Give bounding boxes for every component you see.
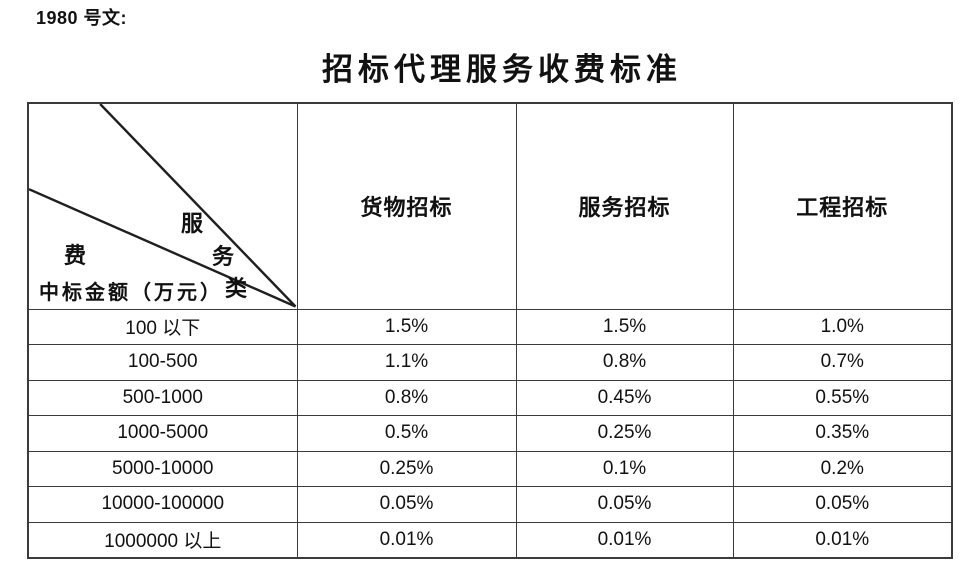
diagonal-header-cell: 服 务 类 型 费 率 中标金额（万元） <box>27 102 298 310</box>
rate-value: 0.01% <box>296 521 517 558</box>
table-row: 5000-10000 0.25% 0.1% 0.2% <box>27 450 953 487</box>
rate-value: 0.8% <box>515 344 734 381</box>
row-label: 5000-10000 <box>27 450 298 487</box>
row-label: 1000-5000 <box>27 415 298 452</box>
column-header-goods: 货物招标 <box>296 102 517 310</box>
rate-value: 0.05% <box>515 486 734 523</box>
rate-value: 0.2% <box>732 450 953 487</box>
table-row: 500-1000 0.8% 0.45% 0.55% <box>27 379 953 416</box>
rate-value: 0.01% <box>732 521 953 558</box>
diagonal-label-bid-amount: 中标金额（万元） <box>39 282 223 304</box>
row-label: 1000000 以上 <box>27 521 298 558</box>
table-row: 1000000 以上 0.01% 0.01% 0.01% <box>27 521 953 558</box>
table-row: 1000-5000 0.5% 0.25% 0.35% <box>27 415 953 452</box>
column-header-service: 服务招标 <box>515 102 734 310</box>
rate-value: 0.05% <box>732 486 953 523</box>
rate-value: 0.25% <box>515 415 734 452</box>
rate-value: 0.5% <box>296 415 517 452</box>
diagonal-label-service-type-char: 类 <box>224 276 247 301</box>
diagonal-divider-lines <box>29 104 296 308</box>
rate-value: 0.05% <box>296 486 517 523</box>
column-header-engineering: 工程招标 <box>732 102 953 310</box>
page-title: 招标代理服务收费标准 <box>322 52 682 87</box>
diagonal-label-service-type-char: 服 <box>180 211 203 236</box>
rate-value: 0.35% <box>732 415 953 452</box>
rate-value: 0.25% <box>296 450 517 487</box>
table-header-row: 服 务 类 型 费 率 中标金额（万元） 货物招标 服务招标 工程招标 <box>27 102 953 310</box>
table-row: 100 以下 1.5% 1.5% 1.0% <box>27 308 953 345</box>
diagonal-label-rate-char: 费 <box>63 243 86 268</box>
row-label: 100 以下 <box>27 308 298 345</box>
row-label: 10000-100000 <box>27 486 298 523</box>
row-label: 100-500 <box>27 344 298 381</box>
rate-value: 0.01% <box>515 521 734 558</box>
row-label: 500-1000 <box>27 379 298 416</box>
document-number-label: 1980 号文: <box>36 8 128 28</box>
rate-value: 0.7% <box>732 344 953 381</box>
rate-value: 0.45% <box>515 379 734 416</box>
fee-standard-table: 服 务 类 型 费 率 中标金额（万元） 货物招标 服务招标 工程招标 100 … <box>27 102 953 559</box>
diagonal-label-service-type-char: 务 <box>211 244 234 269</box>
table-row: 100-500 1.1% 0.8% 0.7% <box>27 344 953 381</box>
rate-value: 0.1% <box>515 450 734 487</box>
rate-value: 1.1% <box>296 344 517 381</box>
rate-value: 1.0% <box>732 308 953 345</box>
table-row: 10000-100000 0.05% 0.05% 0.05% <box>27 486 953 523</box>
rate-value: 0.55% <box>732 379 953 416</box>
rate-value: 1.5% <box>515 308 734 345</box>
rate-value: 0.8% <box>296 379 517 416</box>
rate-value: 1.5% <box>296 308 517 345</box>
